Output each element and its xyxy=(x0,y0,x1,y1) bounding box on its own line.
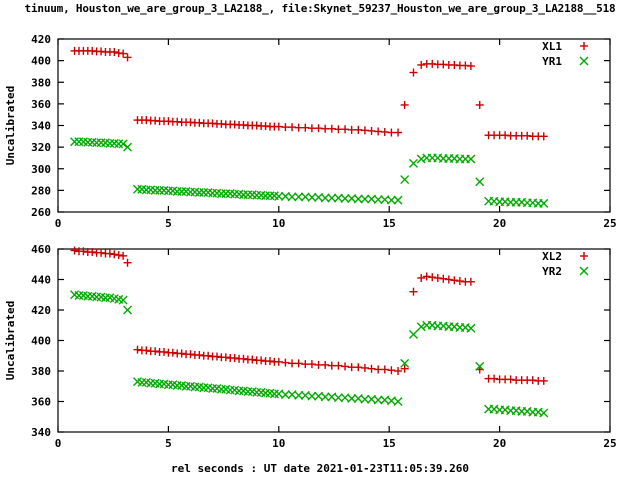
y-tick-label: 320 xyxy=(31,141,51,154)
legend-marker-XL2 xyxy=(580,252,588,260)
series-XL1 xyxy=(70,46,548,141)
x-tick-label: 0 xyxy=(55,437,62,450)
x-tick-label: 15 xyxy=(383,217,396,230)
legend-label-YR1: YR1 xyxy=(542,55,562,68)
x-tick-label: 20 xyxy=(493,437,506,450)
y-tick-label: 400 xyxy=(31,335,51,348)
bottom-plot-svg: Uncalibrated 340 360 380 400 420 440 460 0 5 10 15 2… xyxy=(4,243,617,450)
y-tick-label: 380 xyxy=(31,365,51,378)
series-XL2 xyxy=(70,246,548,385)
x-tick-label: 10 xyxy=(272,217,285,230)
y-tick-label: 340 xyxy=(31,120,51,133)
bottom-plot-panel: Uncalibrated 340 360 380 400 420 440 460 0 5 10 15 2… xyxy=(0,236,640,461)
legend-label-XL2: XL2 xyxy=(542,250,562,263)
x-tick-label: 15 xyxy=(383,437,396,450)
legend-marker-YR1 xyxy=(579,56,589,66)
y-tick-label: 280 xyxy=(31,184,51,197)
y-tick-label: 420 xyxy=(31,304,51,317)
x-tick-label: 5 xyxy=(165,217,172,230)
plot-border xyxy=(57,248,611,433)
y-tick-label: 300 xyxy=(31,163,51,176)
plot-title-text: tinuum, Houston_we_are_group_3_LA2188_, … xyxy=(24,2,616,15)
x-tick-label: 0 xyxy=(55,217,62,230)
y-tick-label: 260 xyxy=(31,206,51,219)
x-tick-label: 10 xyxy=(272,437,285,450)
y-tick-label: 380 xyxy=(31,76,51,89)
y-tick-label: 400 xyxy=(31,55,51,68)
y-tick-label: 420 xyxy=(31,33,51,46)
y-tick-label: 340 xyxy=(31,426,51,439)
legend-label-YR2: YR2 xyxy=(542,265,562,278)
x-tick-label: 25 xyxy=(603,437,616,450)
series-YR1 xyxy=(70,137,549,208)
y-tick-label: 440 xyxy=(31,274,51,287)
x-tick-label: 5 xyxy=(165,437,172,450)
x-axis-label: rel seconds : UT date 2021-01-23T11:05:3… xyxy=(170,462,469,475)
series-YR2 xyxy=(70,290,549,418)
x-tick-label: 25 xyxy=(603,217,616,230)
y-tick-label: 360 xyxy=(31,98,51,111)
y-axis-label: Uncalibrated xyxy=(4,86,17,165)
y-axis-label: Uncalibrated xyxy=(4,301,17,380)
y-tick-label: 360 xyxy=(31,396,51,409)
plot-title: tinuum, Houston_we_are_group_3_LA2188_, … xyxy=(0,2,640,15)
legend-label-XL1: XL1 xyxy=(542,40,562,53)
top-plot-svg: Uncalibrated 260 280 300 320 340 360 380 400 420 0… xyxy=(4,33,617,230)
legend-marker-YR2 xyxy=(579,266,589,276)
legend-marker-XL1 xyxy=(580,42,588,50)
y-tick-label: 460 xyxy=(31,243,51,256)
top-plot-panel: Uncalibrated 260 280 300 320 340 360 380 400 420 0… xyxy=(0,26,640,236)
x-tick-label: 20 xyxy=(493,217,506,230)
